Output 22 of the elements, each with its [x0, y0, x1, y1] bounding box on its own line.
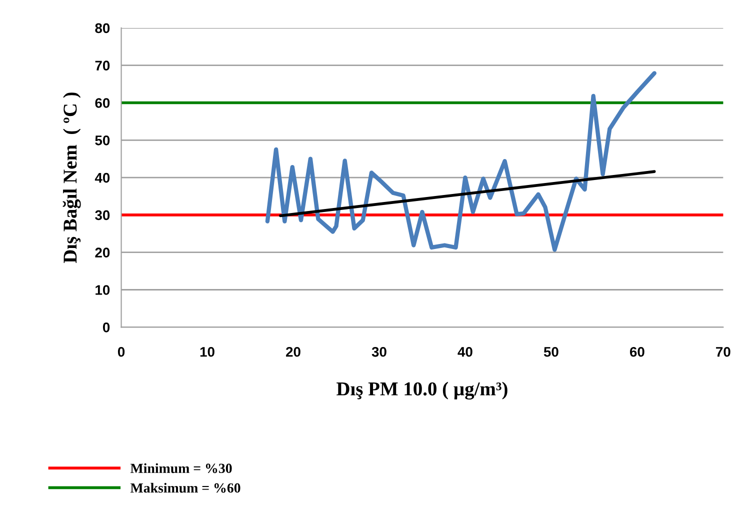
- line-series: [265, 71, 656, 252]
- y-tick-label: 0: [102, 322, 110, 332]
- y-tick-label: 70: [95, 60, 110, 71]
- y-axis-title: Dış Bağıl Nem ( ºC ): [62, 92, 81, 264]
- y-tick-label: 20: [95, 248, 110, 258]
- x-tick-label: 40: [458, 346, 472, 357]
- legend-label: Maksimum = %60: [130, 482, 240, 493]
- y-tick-label: 30: [95, 210, 110, 220]
- y-tick-label: 80: [95, 23, 110, 34]
- x-tick-label: 30: [372, 346, 386, 357]
- x-tick-label: 0: [118, 346, 125, 357]
- x-tick-label: 50: [544, 346, 558, 357]
- x-tick-label: 70: [716, 346, 730, 357]
- x-tick-label: 20: [286, 346, 300, 357]
- x-axis-title: Dış PM 10.0 ( µg/m³): [336, 382, 508, 400]
- x-tick-label: 60: [630, 346, 644, 357]
- y-tick-label: 60: [95, 98, 110, 108]
- x-tick-label: 10: [200, 346, 214, 357]
- legend-label: Minimum = %30: [130, 463, 232, 474]
- y-tick-label: 40: [94, 172, 110, 183]
- y-tick-label: 10: [96, 285, 110, 295]
- y-tick-label: 50: [95, 135, 110, 146]
